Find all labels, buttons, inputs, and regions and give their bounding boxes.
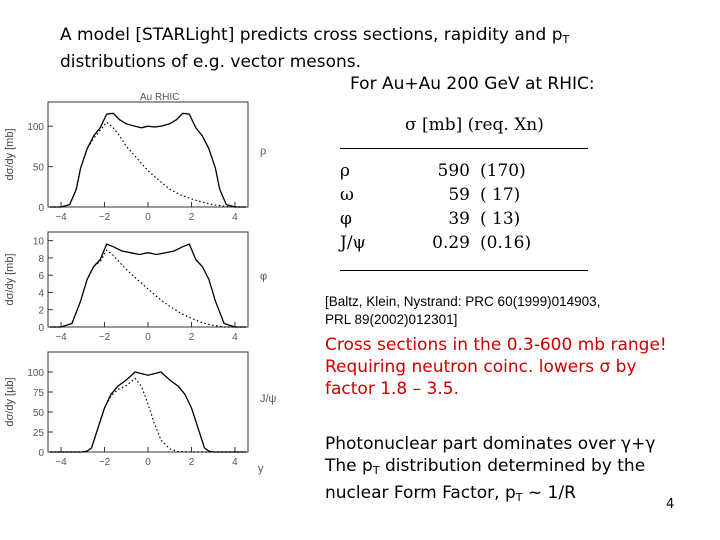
sigma-value: 39 (448, 209, 470, 229)
req-xn-value: (0.16) (480, 233, 532, 253)
req-xn-value: ( 17) (480, 185, 521, 205)
x-tick-label: −4 (55, 457, 67, 468)
y-tick-label: 4 (38, 288, 44, 299)
sigma-value: 590 (437, 161, 470, 181)
table-row-jpsi: J/ψ 0.29 (0.16) (340, 233, 600, 255)
plot-panel-1: Au RHIC 100 50 0 −4 −2 0 2 4 dσ/dy [mb] ρ (4, 92, 266, 223)
rapidity-plots: Au RHIC 100 50 0 −4 −2 0 2 4 dσ/dy [mb] ρ 10 8 6 4 2 0 −4… (4, 92, 277, 475)
photonuclear-text: Photonuclear part dominates over γ+γ The… (325, 434, 656, 504)
y-tick-label: 8 (38, 254, 44, 265)
meson-symbol: ρ (340, 161, 350, 181)
x-axis-label: y (258, 463, 264, 475)
y-tick-label: 100 (27, 122, 44, 133)
x-tick-label: 0 (145, 457, 151, 468)
y-axis-label: dσ/dy [mb] (4, 128, 16, 180)
meson-label: ρ (260, 146, 266, 158)
req-xn-value: ( 13) (480, 209, 521, 229)
plot-frame (47, 101, 249, 208)
table-row-rho: ρ 590 (170) (340, 161, 600, 183)
cross-section-highlight: Cross sections in the 0.3-600 mb range! … (325, 335, 667, 399)
plot-frame (47, 351, 249, 453)
y-tick-label: 25 (33, 428, 45, 439)
y-tick-label: 0 (38, 448, 44, 459)
x-tick-label: −2 (99, 332, 111, 343)
table-rule-top (340, 148, 588, 149)
y-tick-label: 0 (38, 203, 44, 214)
partial-curve (50, 377, 246, 453)
meson-label: φ (260, 271, 267, 283)
title-line3: For Au+Au 200 GeV at RHIC: (350, 74, 595, 94)
partial-curve (50, 121, 246, 208)
sigma-value: 0.29 (432, 233, 470, 253)
page-number: 4 (666, 497, 675, 512)
meson-label: J/ψ (260, 393, 277, 405)
y-axis-label: dσ/dy [mb] (4, 253, 16, 305)
title-line2: distributions of e.g. vector mesons. (60, 52, 362, 72)
x-tick-label: 0 (145, 332, 151, 343)
meson-symbol: φ (340, 209, 352, 229)
y-tick-label: 50 (33, 163, 45, 174)
total-curve (50, 371, 246, 453)
y-tick-label: 50 (33, 408, 45, 419)
x-tick-label: 4 (232, 457, 238, 468)
x-tick-label: 2 (189, 457, 195, 468)
x-tick-label: 4 (232, 332, 238, 343)
y-tick-label: 100 (27, 368, 44, 379)
meson-symbol: ω (340, 185, 354, 205)
table-rule-bottom (340, 270, 588, 271)
slide-title: A model [STARLight] predicts cross secti… (60, 24, 700, 95)
meson-symbol: J/ψ (340, 233, 366, 253)
y-tick-label: 6 (38, 271, 44, 282)
x-tick-label: −4 (55, 332, 67, 343)
total-curve (50, 243, 246, 328)
plot-frame (47, 231, 249, 328)
plot-top-label: Au RHIC (140, 92, 179, 103)
x-tick-label: −2 (99, 212, 111, 223)
reference-citation: [Baltz, Klein, Nystrand: PRC 60(1999)014… (325, 294, 601, 327)
partial-curve (50, 249, 246, 328)
y-tick-label: 0 (38, 323, 44, 334)
x-tick-label: 2 (189, 332, 195, 343)
title-line1: A model [STARLight] predicts cross secti… (60, 25, 570, 46)
x-tick-label: 2 (189, 212, 195, 223)
table-row-phi: φ 39 ( 13) (340, 209, 600, 231)
y-tick-label: 10 (33, 237, 45, 248)
plot-panel-3: 100 75 50 25 0 −4 −2 0 2 4 dσ/dy [µb] J/ψ y (4, 351, 277, 475)
table-header: σ [mb] (req. Xn) (405, 115, 544, 135)
x-tick-label: 0 (145, 212, 151, 223)
x-tick-label: −4 (55, 212, 67, 223)
sigma-value: 59 (448, 185, 470, 205)
table-row-omega: ω 59 ( 17) (340, 185, 600, 207)
total-curve (50, 112, 246, 208)
x-tick-label: 4 (232, 212, 238, 223)
y-axis-label: dσ/dy [µb] (4, 377, 16, 426)
req-xn-value: (170) (480, 161, 526, 181)
x-tick-label: −2 (99, 457, 111, 468)
y-tick-label: 2 (38, 306, 44, 317)
plot-panel-2: 10 8 6 4 2 0 −4 −2 0 2 4 dσ/dy [mb] φ (4, 231, 267, 343)
y-tick-label: 75 (33, 388, 45, 399)
